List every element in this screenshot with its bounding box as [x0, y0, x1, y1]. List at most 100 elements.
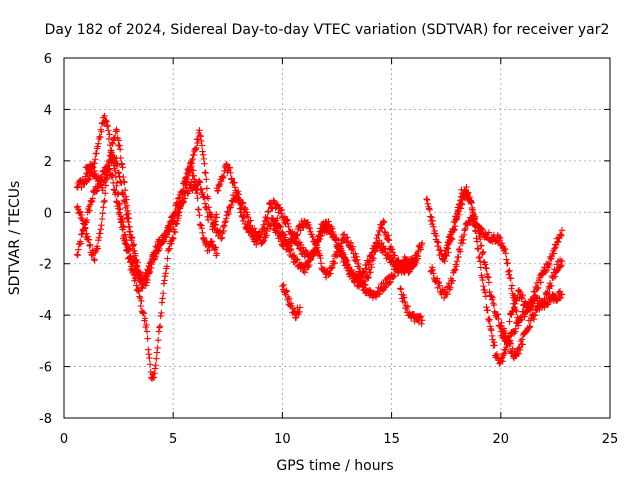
data-point [115, 137, 123, 144]
data-point [279, 283, 286, 290]
data-point [370, 255, 377, 262]
data-point [120, 173, 127, 181]
data-point [413, 257, 420, 264]
data-point [292, 235, 299, 243]
data-point [141, 315, 149, 322]
data-point [459, 240, 466, 247]
data-point [344, 234, 351, 241]
data-point [190, 151, 197, 158]
y-tick-label: -6 [39, 361, 52, 376]
data-point [101, 112, 108, 120]
data-point [535, 284, 542, 291]
data-point [132, 275, 139, 282]
data-point [255, 231, 262, 238]
data-point [436, 282, 443, 289]
data-point [294, 256, 301, 263]
data-point [545, 291, 552, 298]
data-point [178, 188, 185, 196]
data-point [80, 220, 87, 227]
data-point [491, 342, 498, 349]
data-point [98, 128, 105, 135]
data-point [101, 176, 108, 183]
data-point [133, 282, 140, 289]
data-point [291, 238, 298, 246]
data-point [115, 169, 123, 176]
data-point [455, 253, 462, 261]
data-point [309, 233, 317, 241]
data-point [131, 250, 139, 257]
data-point [174, 210, 182, 217]
data-point [508, 311, 515, 319]
data-point [508, 308, 516, 316]
data-point [199, 229, 206, 237]
data-point [100, 204, 107, 211]
data-point [301, 269, 309, 276]
data-point [246, 222, 254, 229]
data-point [498, 325, 506, 333]
data-point [505, 271, 513, 278]
data-point [88, 198, 95, 206]
data-point [553, 268, 560, 275]
data-point [223, 161, 230, 168]
data-point [138, 297, 145, 305]
data-point [550, 250, 558, 257]
data-point [536, 306, 543, 313]
data-point [286, 295, 293, 302]
data-point [376, 290, 383, 297]
data-point [435, 239, 442, 246]
data-point [429, 217, 436, 225]
data-point [553, 241, 560, 249]
data-point [94, 245, 101, 252]
data-point [231, 184, 239, 191]
data-point [110, 154, 117, 161]
data-point [417, 246, 425, 253]
data-point [315, 247, 322, 255]
data-point [106, 142, 114, 149]
data-point [259, 238, 267, 245]
data-point [489, 294, 496, 301]
data-point [151, 256, 158, 263]
data-point [188, 162, 195, 170]
data-point [316, 227, 324, 235]
data-point [135, 269, 143, 277]
data-point [478, 274, 486, 281]
data-point [389, 245, 396, 253]
data-point [106, 131, 113, 138]
data-point [425, 205, 433, 212]
data-point [554, 238, 561, 246]
data-point [460, 231, 468, 239]
data-point [73, 251, 81, 258]
data-point [116, 178, 124, 185]
data-point [486, 316, 493, 323]
data-point [132, 263, 139, 270]
series-s1 [73, 127, 221, 383]
data-point [223, 160, 231, 168]
data-point [252, 241, 260, 248]
data-point [204, 216, 212, 224]
data-point [87, 241, 94, 249]
data-point [284, 239, 291, 246]
data-point [452, 216, 460, 223]
data-point [163, 263, 171, 270]
data-point [193, 189, 201, 197]
data-point [114, 160, 121, 167]
data-point [311, 238, 319, 246]
data-point [95, 140, 102, 147]
data-point [216, 180, 224, 188]
data-point [143, 328, 151, 335]
data-point [128, 233, 136, 241]
data-point [493, 351, 501, 358]
data-marks [73, 112, 566, 383]
data-point [214, 232, 222, 240]
data-point [170, 217, 177, 224]
data-point [235, 191, 242, 198]
data-point [143, 321, 150, 329]
data-point [337, 243, 344, 250]
data-point [470, 210, 478, 218]
data-point [196, 179, 204, 186]
data-point [158, 309, 165, 317]
data-point [125, 245, 133, 252]
data-point [234, 188, 242, 195]
data-point [208, 238, 216, 245]
data-point [453, 258, 461, 265]
